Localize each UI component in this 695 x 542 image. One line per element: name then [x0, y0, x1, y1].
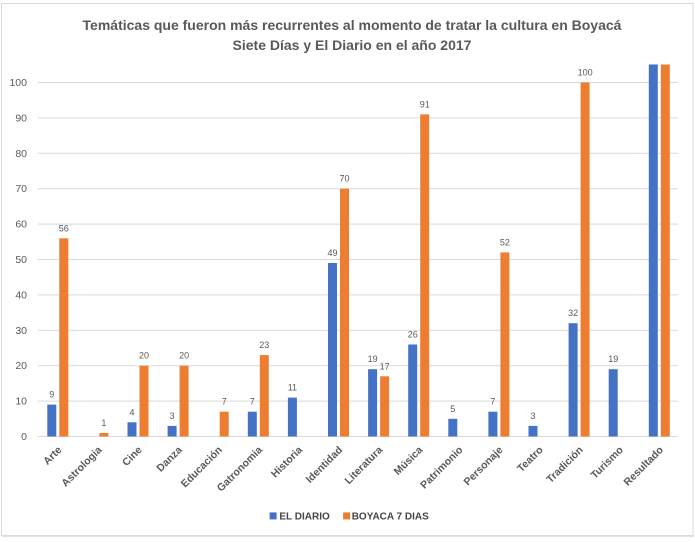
svg-text:50: 50: [15, 254, 27, 266]
svg-text:52: 52: [500, 237, 510, 247]
svg-text:4: 4: [129, 407, 134, 417]
svg-text:91: 91: [420, 99, 430, 109]
svg-text:49: 49: [327, 248, 337, 258]
svg-text:100: 100: [578, 68, 593, 78]
svg-text:90: 90: [15, 112, 27, 124]
svg-text:EL DIARIO: EL DIARIO: [279, 511, 330, 522]
svg-text:Siete Días y El Diario en el a: Siete Días y El Diario en el año 2017: [233, 37, 472, 53]
svg-text:7: 7: [490, 397, 495, 407]
svg-text:19: 19: [368, 354, 378, 364]
svg-text:7: 7: [222, 397, 227, 407]
svg-text:9: 9: [49, 390, 54, 400]
svg-text:20: 20: [139, 351, 149, 361]
svg-text:40: 40: [15, 289, 27, 301]
svg-text:70: 70: [339, 174, 349, 184]
svg-text:19: 19: [608, 354, 618, 364]
svg-text:5: 5: [450, 404, 455, 414]
svg-text:26: 26: [408, 330, 418, 340]
svg-text:17: 17: [380, 361, 390, 371]
svg-text:56: 56: [59, 223, 69, 233]
svg-text:32: 32: [568, 308, 578, 318]
svg-text:100: 100: [9, 77, 27, 89]
svg-text:Temáticas que fueron más recur: Temáticas que fueron más recurrentes al …: [83, 17, 622, 33]
svg-text:20: 20: [179, 351, 189, 361]
svg-text:7: 7: [250, 397, 255, 407]
svg-text:30: 30: [15, 325, 27, 337]
svg-text:3: 3: [170, 411, 175, 421]
svg-text:0: 0: [21, 431, 27, 443]
svg-text:10: 10: [15, 396, 27, 408]
svg-text:70: 70: [15, 183, 27, 195]
svg-text:20: 20: [15, 360, 27, 372]
svg-text:1: 1: [101, 418, 106, 428]
svg-text:23: 23: [259, 340, 269, 350]
svg-text:80: 80: [15, 148, 27, 160]
svg-text:11: 11: [288, 383, 297, 393]
svg-text:60: 60: [15, 219, 27, 231]
svg-text:BOYACA 7 DIAS: BOYACA 7 DIAS: [352, 511, 429, 522]
svg-text:3: 3: [530, 411, 535, 421]
